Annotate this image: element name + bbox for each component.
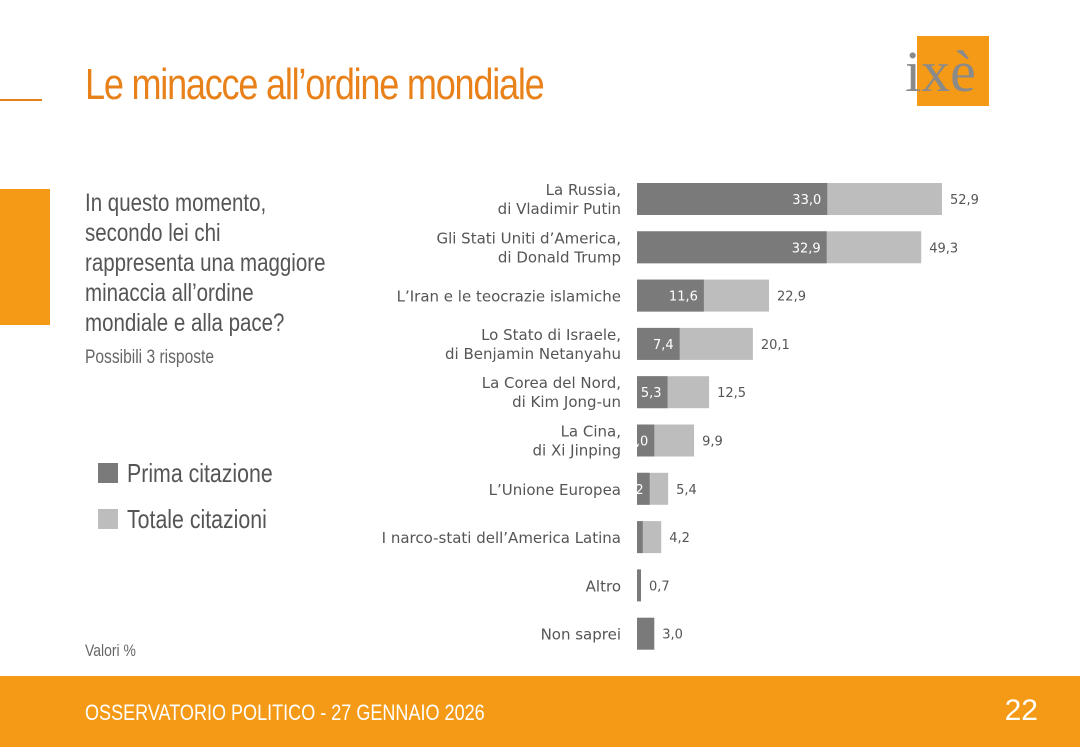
label-total-8: 0,7 (649, 579, 670, 594)
label-total-4: 12,5 (717, 386, 746, 401)
bar-first-1 (637, 231, 827, 264)
threat-bar-chart: 33,0 52,9 La Russia,di Vladimir Putin 32,9 4… (382, 181, 979, 650)
category-label-2-0: L’Iran e le teocrazie islamiche (397, 288, 621, 306)
category-label-0-0: La Russia, (546, 181, 621, 199)
title-rule (0, 99, 42, 101)
bar-first-2 (637, 279, 704, 312)
category-label-6-0: L’Unione Europea (489, 481, 621, 499)
category-label-1-0: Gli Stati Uniti d’America, (436, 229, 621, 247)
bar-first-5 (637, 424, 655, 457)
page-title: Le minacce all’ordine mondiale (85, 60, 545, 109)
page-number: 22 (1004, 694, 1038, 727)
category-label-4-0: La Corea del Nord, (482, 374, 621, 392)
bar-first-7 (637, 521, 643, 554)
ixe-logo: ixè (905, 36, 989, 106)
label-total-7: 4,2 (669, 531, 690, 546)
legend-label-total: Totale citazioni (127, 503, 267, 534)
bar-total-9 (637, 617, 655, 650)
category-label-4-1: di Kim Jong-un (512, 393, 621, 411)
category-label-9-0: Non saprei (541, 626, 621, 644)
footer-bar: OSSERVATORIO POLITICO - 27 GENNAIO 2026 … (0, 676, 1080, 747)
units-note: Valori % (85, 641, 136, 660)
label-total-9: 3,0 (662, 628, 683, 643)
category-label-0-1: di Vladimir Putin (498, 200, 621, 218)
label-first-3: 7,4 (653, 338, 674, 353)
label-total-6: 5,4 (676, 483, 697, 498)
footer-title: OSSERVATORIO POLITICO - 27 GENNAIO 2026 (85, 700, 485, 725)
label-total-5: 9,9 (702, 435, 723, 450)
bar-total-8 (637, 569, 642, 602)
category-label-3-0: Lo Stato di Israele, (481, 326, 621, 344)
legend-item-first: Prima citazione (98, 450, 305, 496)
survey-question: In questo momento, secondo lei chi rappr… (85, 189, 326, 337)
answer-note: Possibili 3 risposte (85, 347, 215, 368)
chart-legend: Prima citazione Totale citazioni (98, 450, 305, 542)
category-label-1-1: di Donald Trump (498, 248, 621, 266)
legend-item-total: Totale citazioni (98, 496, 305, 542)
label-total-0: 52,9 (950, 193, 979, 208)
logo-text: ixè (905, 39, 976, 104)
bar-first-4 (637, 376, 668, 409)
category-label-3-1: di Benjamin Netanyahu (445, 345, 621, 363)
label-first-1: 32,9 (792, 241, 821, 256)
label-first-4: 5,3 (641, 386, 662, 401)
label-first-6: 2,2 (623, 483, 644, 498)
label-first-5: 3,0 (628, 435, 649, 450)
bar-first-3 (637, 327, 680, 360)
legend-swatch-total (98, 509, 118, 529)
accent-block (0, 189, 50, 325)
category-label-7-0: I narco-stati dell’America Latina (382, 529, 621, 547)
label-first-7: 1,0 (616, 531, 637, 546)
label-first-0: 33,0 (792, 193, 821, 208)
bar-first-6 (637, 472, 650, 505)
bar-first-0 (637, 183, 828, 215)
label-first-2: 11,6 (669, 290, 698, 305)
legend-label-first: Prima citazione (127, 457, 273, 488)
label-total-2: 22,9 (777, 290, 806, 305)
label-total-3: 20,1 (761, 338, 790, 353)
legend-swatch-first (98, 463, 118, 483)
category-label-5-1: di Xi Jinping (533, 442, 621, 460)
category-label-5-0: La Cina, (561, 423, 621, 441)
category-label-8-0: Altro (586, 577, 621, 595)
label-total-1: 49,3 (929, 241, 958, 256)
